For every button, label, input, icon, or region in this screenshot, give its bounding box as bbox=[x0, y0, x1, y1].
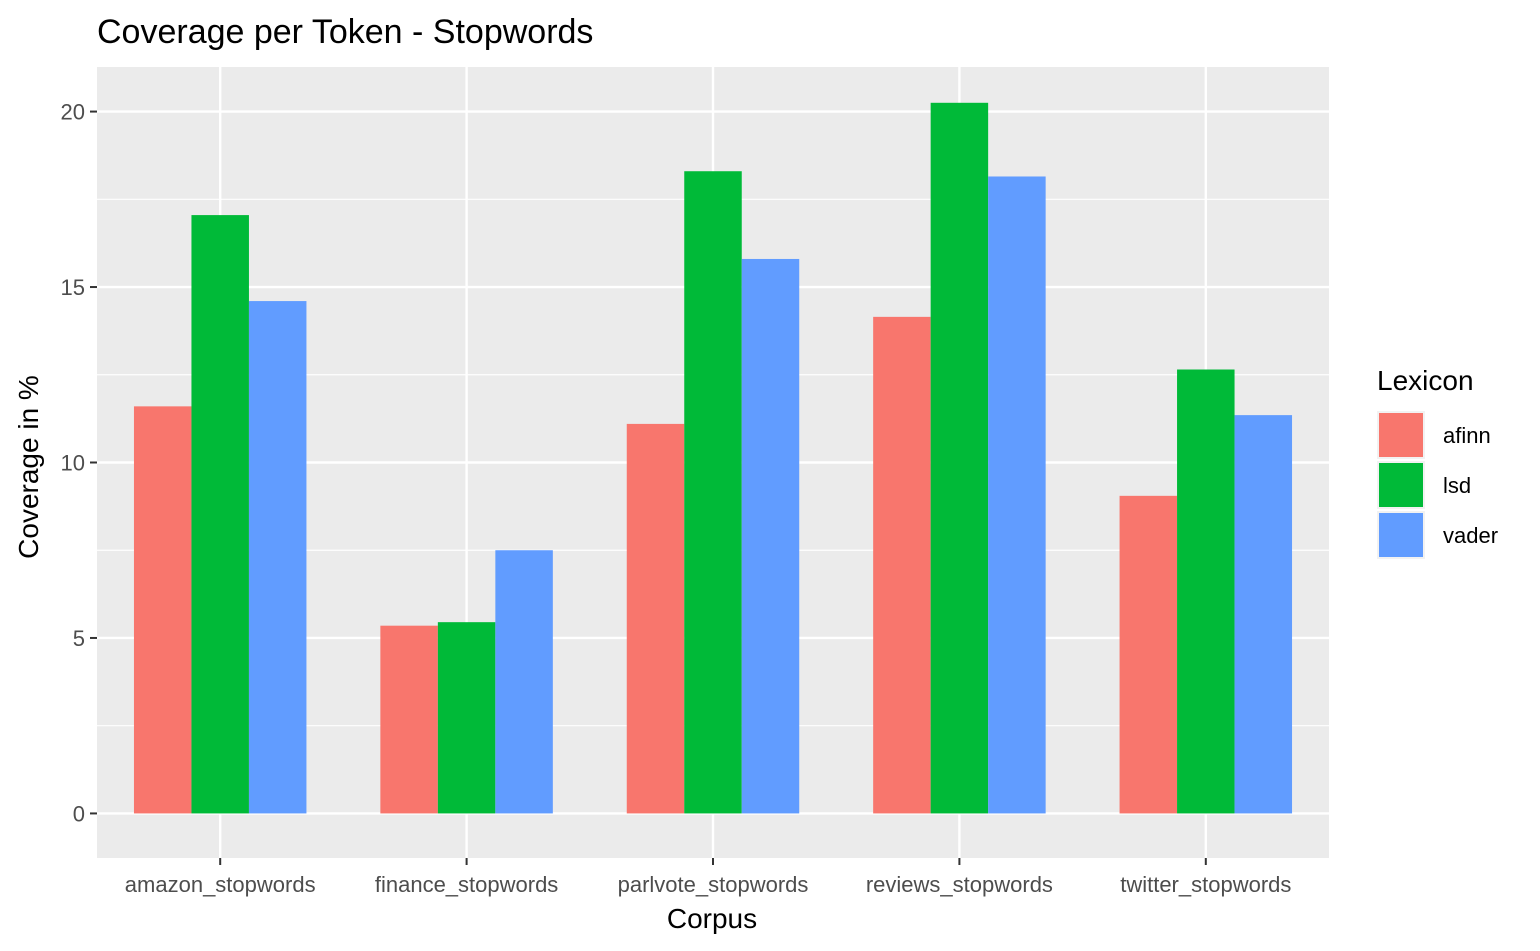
legend-key-vader bbox=[1379, 513, 1423, 557]
legend-title: Lexicon bbox=[1377, 365, 1474, 396]
bar-lsd-finance_stopwords bbox=[437, 622, 496, 814]
bar-vader-reviews_stopwords bbox=[988, 176, 1046, 814]
y-tick-label: 15 bbox=[61, 275, 85, 300]
bar-lsd-twitter_stopwords bbox=[1177, 369, 1235, 814]
y-tick-label: 20 bbox=[61, 100, 85, 125]
x-axis-title: Corpus bbox=[667, 903, 757, 934]
bar-afinn-amazon_stopwords bbox=[133, 406, 192, 814]
bar-afinn-twitter_stopwords bbox=[1119, 495, 1178, 814]
legend-key-afinn bbox=[1379, 413, 1423, 457]
bar-vader-twitter_stopwords bbox=[1234, 415, 1293, 814]
bar-vader-finance_stopwords bbox=[495, 550, 553, 814]
x-axis: amazon_stopwords finance_stopwords parlvot… bbox=[125, 858, 1291, 897]
bar-afinn-finance_stopwords bbox=[380, 625, 438, 814]
chart-title: Coverage per Token - Stopwords bbox=[97, 13, 593, 51]
y-tick-label: 10 bbox=[61, 451, 85, 476]
bar-vader-parlvote_stopwords bbox=[741, 258, 800, 814]
x-tick-label: amazon_stopwords bbox=[125, 872, 316, 897]
bar-vader-amazon_stopwords bbox=[248, 301, 307, 814]
x-tick-label: reviews_stopwords bbox=[866, 872, 1053, 897]
x-tick-label: parlvote_stopwords bbox=[618, 872, 809, 897]
legend-label-vader: vader bbox=[1443, 523, 1498, 548]
bar-lsd-reviews_stopwords bbox=[930, 102, 989, 814]
bar-lsd-parlvote_stopwords bbox=[684, 171, 742, 814]
legend-key-lsd bbox=[1379, 463, 1423, 507]
legend-label-afinn: afinn bbox=[1443, 423, 1491, 448]
y-axis-title: Coverage in % bbox=[13, 375, 44, 559]
bar-afinn-reviews_stopwords bbox=[873, 316, 931, 814]
bar-afinn-parlvote_stopwords bbox=[626, 423, 685, 814]
y-tick-label: 5 bbox=[73, 626, 85, 651]
bar-lsd-amazon_stopwords bbox=[191, 215, 249, 814]
x-tick-label: twitter_stopwords bbox=[1120, 872, 1291, 897]
x-tick-label: finance_stopwords bbox=[375, 872, 558, 897]
y-axis: 0 5 10 15 20 bbox=[61, 100, 97, 826]
legend: Lexicon afinn lsd vader bbox=[1377, 365, 1498, 559]
y-tick-label: 0 bbox=[73, 801, 85, 826]
plot-panel bbox=[97, 67, 1329, 858]
legend-label-lsd: lsd bbox=[1443, 473, 1471, 498]
